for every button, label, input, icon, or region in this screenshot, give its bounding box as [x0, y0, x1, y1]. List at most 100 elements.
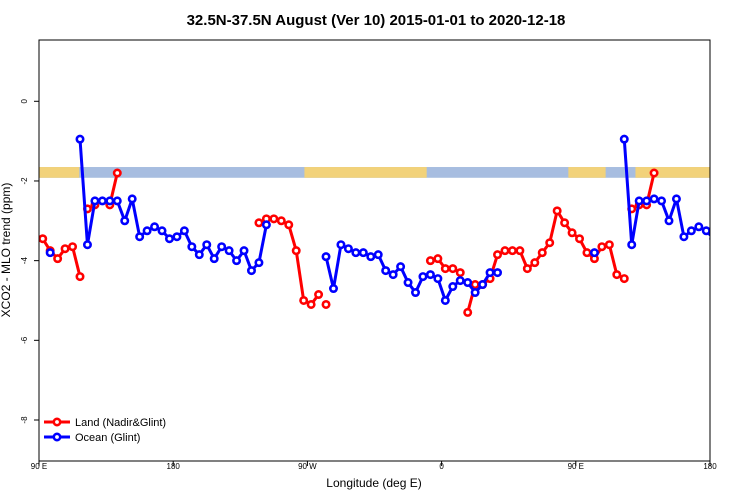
data-point [455, 276, 465, 286]
data-point [150, 222, 160, 232]
legend-label: Ocean (Glint) [75, 432, 140, 444]
data-point [664, 216, 674, 226]
land-band-segment [568, 167, 606, 178]
data-point [463, 307, 473, 317]
data-point [388, 270, 398, 280]
data-point [261, 220, 271, 230]
data-point [314, 290, 324, 300]
data-point [328, 284, 338, 294]
data-point [366, 252, 376, 262]
data-point [68, 242, 78, 252]
data-point [276, 216, 286, 226]
data-point [299, 295, 309, 305]
data-point [627, 240, 637, 250]
legend-label: Land (Nadir&Glint) [75, 417, 166, 429]
data-point [224, 246, 234, 256]
data-point [269, 214, 279, 224]
data-point [217, 242, 227, 252]
land-band-segment [304, 167, 427, 178]
data-point [686, 226, 696, 236]
series-layer [39, 134, 710, 317]
data-point [671, 194, 681, 204]
y-tick-label: -6 [20, 336, 29, 344]
data-point [433, 254, 443, 264]
legend-swatch-marker [52, 432, 62, 442]
data-point [433, 274, 443, 284]
data-point [306, 299, 316, 309]
data-point [135, 232, 145, 242]
data-point [373, 250, 383, 260]
data-point [657, 196, 667, 206]
data-point [619, 274, 629, 284]
data-point [187, 242, 197, 252]
data-point [515, 246, 525, 256]
data-point [396, 262, 406, 272]
data-point [157, 226, 167, 236]
data-point [321, 252, 331, 262]
land-band-segment [635, 167, 710, 178]
data-point [425, 270, 435, 280]
data-point [75, 272, 85, 282]
legend-swatch-marker [52, 417, 62, 427]
land-ocean-band [39, 167, 710, 178]
y-tick-label: -8 [20, 416, 29, 424]
data-point [254, 218, 264, 228]
data-point [127, 194, 137, 204]
data-point [493, 250, 503, 260]
data-point [612, 270, 622, 280]
data-point [194, 250, 204, 260]
data-point [679, 232, 689, 242]
data-point [701, 226, 710, 236]
data-point [440, 264, 450, 274]
data-point [448, 282, 458, 292]
data-point [530, 258, 540, 268]
data-point [507, 246, 517, 256]
data-point [120, 216, 130, 226]
data-point [478, 280, 488, 290]
data-point [179, 226, 189, 236]
data-point [202, 240, 212, 250]
data-point [60, 244, 70, 254]
x-tick-label: 90 W [298, 462, 317, 471]
y-axis-label: XCO2 - MLO trend (ppm) [0, 183, 13, 318]
x-axis: 90 E 180 90 W 0 90 E 180 [31, 461, 717, 471]
data-point [567, 228, 577, 238]
data-point [90, 196, 100, 206]
y-tick-label: 0 [20, 99, 29, 104]
data-point [649, 168, 659, 178]
data-point [82, 240, 92, 250]
data-point [575, 234, 585, 244]
y-tick-label: -2 [20, 177, 29, 185]
data-point [411, 288, 421, 298]
data-point [634, 196, 644, 206]
data-point [291, 246, 301, 256]
y-axis: 0 -2 -4 -6 -8 [20, 99, 39, 424]
chart-title: 32.5N-37.5N August (Ver 10) 2015-01-01 t… [187, 12, 566, 29]
land-band-segment [39, 167, 80, 178]
data-point [112, 196, 122, 206]
x-tick-label: 180 [167, 462, 181, 471]
data-point [425, 256, 435, 266]
data-point [493, 268, 503, 278]
data-point [164, 234, 174, 244]
series-ocean [45, 134, 710, 305]
data-point [418, 272, 428, 282]
data-point [440, 295, 450, 305]
data-point [552, 206, 562, 216]
data-point [321, 299, 331, 309]
data-point [112, 168, 122, 178]
data-point [448, 264, 458, 274]
data-point [485, 268, 495, 278]
data-point [246, 266, 256, 276]
data-point [589, 248, 599, 258]
data-point [537, 248, 547, 258]
data-point [560, 218, 570, 228]
data-point [75, 134, 85, 144]
data-point [336, 240, 346, 250]
data-point [500, 246, 510, 256]
data-point [604, 240, 614, 250]
y-tick-label: -4 [20, 257, 29, 265]
x-tick-label: 90 E [31, 462, 47, 471]
